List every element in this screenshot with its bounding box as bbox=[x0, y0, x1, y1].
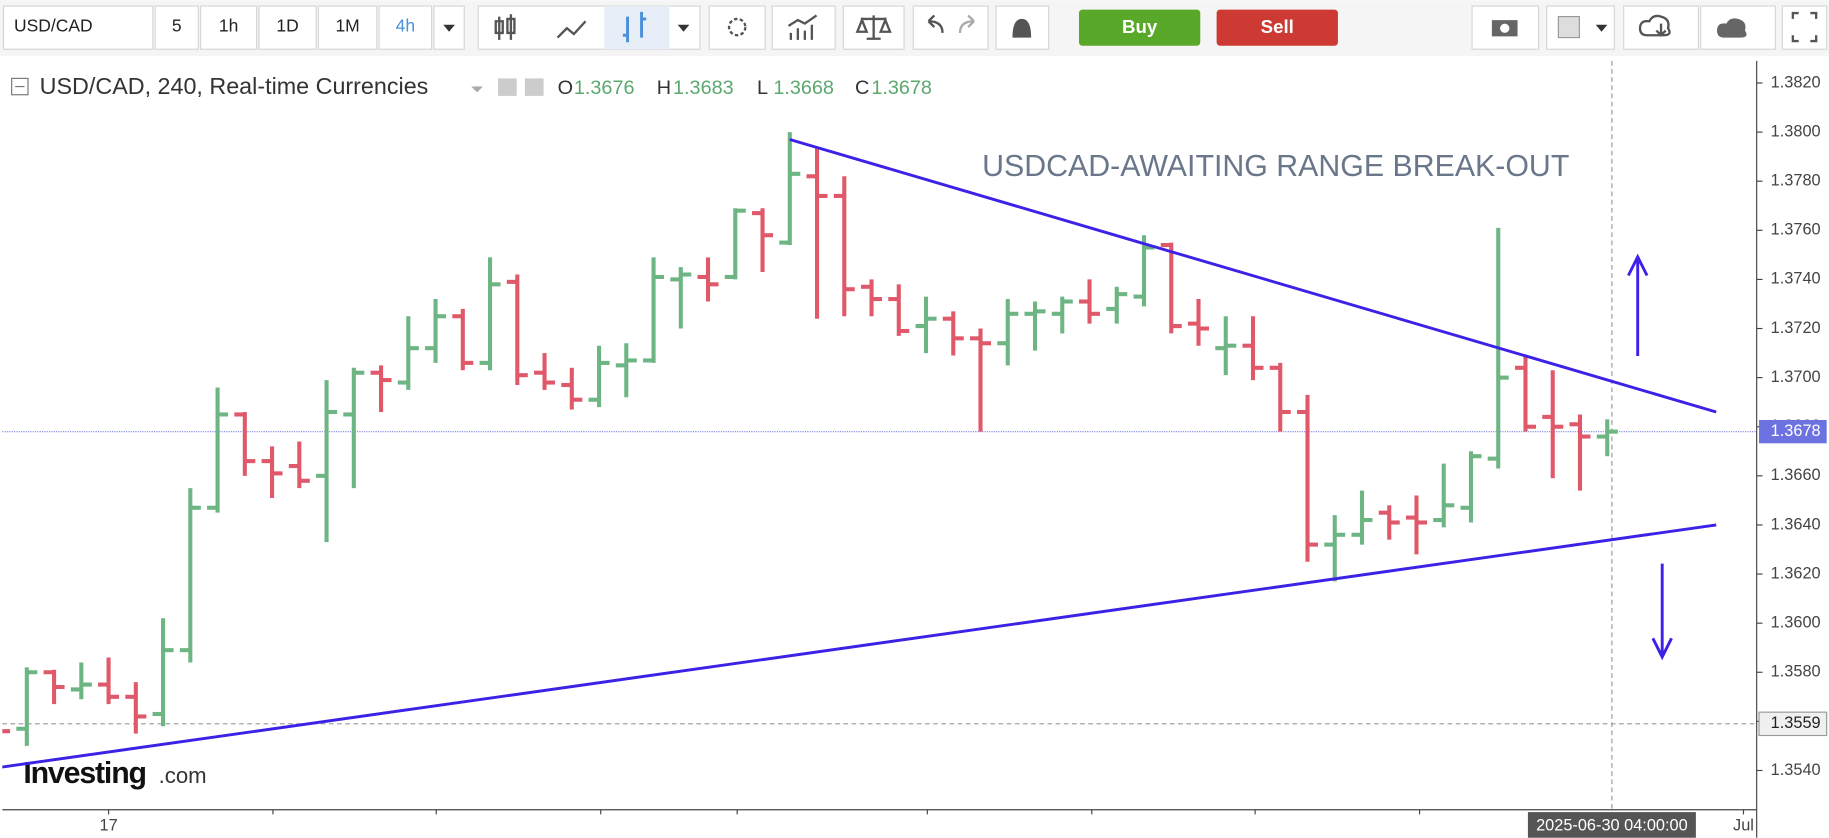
buy-button[interactable] bbox=[1078, 9, 1201, 46]
y-tick-label: 1.3540 bbox=[1771, 761, 1821, 779]
symbol-box[interactable] bbox=[2, 5, 154, 50]
y-tick-label: 1.3820 bbox=[1771, 73, 1821, 91]
interval-button[interactable] bbox=[378, 5, 433, 50]
crosshair-price-box bbox=[1758, 711, 1828, 737]
chart-header-title: USD/CAD, 240, Real-time Currencies bbox=[40, 73, 429, 99]
eye-icon[interactable] bbox=[498, 78, 517, 96]
time-tick-marks bbox=[272, 809, 1421, 815]
buy-label: Buy bbox=[1122, 16, 1158, 37]
dropdown-caret bbox=[1595, 24, 1608, 32]
y-tick-label: 1.3620 bbox=[1771, 564, 1821, 582]
cloud-up-icon bbox=[1717, 18, 1747, 38]
x-tick-label: 17 bbox=[99, 816, 117, 834]
trendline bbox=[789, 138, 1717, 414]
gear-icon bbox=[727, 17, 747, 37]
scale-icon bbox=[855, 15, 892, 40]
dropdown-caret bbox=[443, 24, 455, 32]
crosshair-price-label: 1.3559 bbox=[1771, 714, 1821, 732]
interval-button[interactable] bbox=[258, 5, 317, 50]
cloud-down-icon bbox=[1638, 14, 1671, 37]
overlay: 1.35401.35601.35801.36001.36201.36401.36… bbox=[99, 73, 1828, 838]
y-tick-label: 1.3760 bbox=[1771, 221, 1821, 239]
y-tick-label: 1.3700 bbox=[1771, 368, 1821, 386]
y-tick-label: 1.3780 bbox=[1771, 172, 1821, 190]
bars-active[interactable] bbox=[604, 6, 670, 50]
ohlc-key: C bbox=[855, 77, 869, 99]
color-swatch bbox=[1557, 15, 1580, 39]
indicator-icon bbox=[787, 14, 818, 40]
ohlc-key: H bbox=[657, 77, 671, 99]
ohlc-key: O bbox=[558, 77, 573, 99]
fullscreen-btn[interactable] bbox=[1781, 5, 1828, 50]
ohlc-value: 1.3668 bbox=[773, 77, 834, 99]
ohlc-key: L bbox=[757, 77, 768, 99]
crosshair-time-box bbox=[1527, 812, 1696, 838]
sell-button[interactable] bbox=[1216, 9, 1338, 46]
y-tick-label: 1.3800 bbox=[1771, 122, 1821, 140]
chart-area bbox=[0, 56, 1829, 838]
interval-label: 1h bbox=[219, 16, 238, 36]
y-tick-label: 1.3740 bbox=[1771, 270, 1821, 288]
y-tick-label: 1.3720 bbox=[1771, 319, 1821, 337]
line-icon bbox=[556, 20, 587, 39]
last-price-label: 1.3678 bbox=[1771, 422, 1821, 440]
collapse-box[interactable] bbox=[11, 77, 29, 96]
dropdown-caret bbox=[677, 24, 690, 32]
undo-redo[interactable] bbox=[912, 5, 989, 50]
fullscreen-icon bbox=[1791, 11, 1818, 43]
time-ticks bbox=[272, 809, 1421, 815]
header-caret bbox=[471, 86, 483, 93]
x-tick-label: Jul bbox=[1733, 816, 1754, 834]
y-tick-label: 1.3600 bbox=[1771, 613, 1821, 631]
settings-icon[interactable] bbox=[524, 78, 544, 96]
last-price-box bbox=[1759, 419, 1827, 444]
ohlc-value: 1.3678 bbox=[871, 77, 932, 99]
trendline bbox=[2, 523, 1717, 769]
interval-label: 1M bbox=[335, 16, 359, 36]
candle-icon bbox=[494, 14, 516, 40]
crosshair-time-label: 2025-06-30 04:00:00 bbox=[1536, 816, 1688, 834]
up-arrow bbox=[1627, 253, 1649, 357]
interval-button[interactable] bbox=[154, 5, 199, 50]
down-arrow bbox=[1651, 563, 1673, 661]
interval-label: 4h bbox=[396, 16, 415, 36]
camera-lens bbox=[1500, 23, 1510, 33]
annotation: USDCAD-AWAITING RANGE BREAK-OUT bbox=[982, 150, 1569, 183]
watermark-suffix: .com bbox=[159, 763, 207, 788]
bars-icon bbox=[622, 11, 647, 43]
settings-btn[interactable] bbox=[708, 5, 766, 50]
y-tick-label: 1.3640 bbox=[1771, 515, 1821, 533]
interval-button[interactable] bbox=[317, 5, 378, 50]
y-tick-label: 1.3580 bbox=[1771, 663, 1821, 681]
ohlc-value: 1.3676 bbox=[574, 77, 635, 99]
interval-label: 1D bbox=[276, 16, 298, 36]
sell-label: Sell bbox=[1261, 16, 1294, 37]
interval-label: 5 bbox=[172, 16, 182, 36]
interval-button[interactable] bbox=[200, 5, 258, 50]
y-tick-label: 1.3660 bbox=[1771, 466, 1821, 484]
indicators-btn[interactable] bbox=[771, 5, 836, 50]
redo-icon bbox=[958, 14, 975, 33]
undo-icon bbox=[927, 14, 944, 33]
bell-icon bbox=[1012, 18, 1032, 38]
symbol: USD/CAD bbox=[14, 16, 93, 36]
toolbar: USD/CAD 5 1h 1D 1M 4h Buy Sell bbox=[0, 0, 1829, 57]
ohlc-value: 1.3683 bbox=[673, 77, 734, 99]
